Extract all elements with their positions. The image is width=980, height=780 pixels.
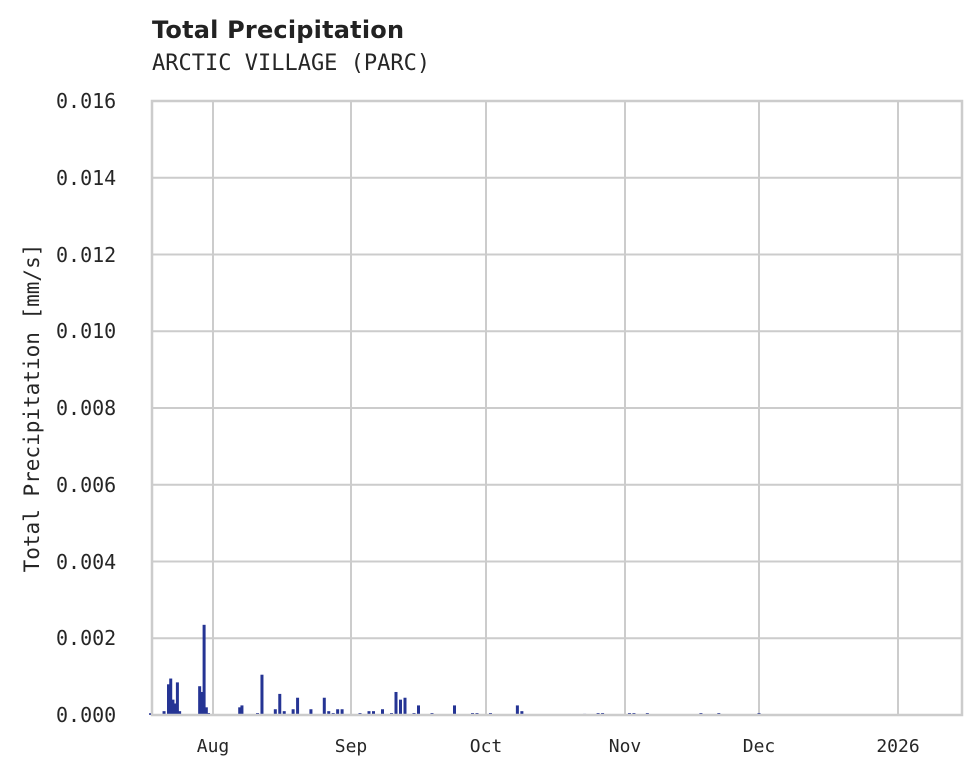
data-bar [336,709,340,715]
chart-subtitle: ARCTIC VILLAGE (PARC) [152,51,431,76]
data-bar [198,686,202,715]
data-bar [282,711,286,715]
data-bar [322,697,326,715]
y-tick-label: 0.012 [56,242,117,267]
y-tick-label: 0.004 [56,549,117,574]
x-tick-label: Oct [469,736,503,757]
data-bar [200,691,204,715]
data-bar [171,699,175,715]
data-bar [520,711,524,715]
data-bar [202,624,206,715]
data-bar [515,705,519,715]
data-bar [296,697,300,715]
data-bar [381,709,384,715]
data-bar [273,709,277,715]
data-bar [340,709,344,715]
data-bar [291,709,295,715]
y-tick-label: 0.008 [56,396,117,420]
data-bar [175,682,179,715]
x-tick-label: Dec [742,736,776,757]
y-tick-label: 0.002 [56,626,117,651]
plot-frame [150,99,964,717]
y-tick-label: 0.014 [56,165,117,190]
data-bar [367,711,371,715]
data-bar [309,709,313,715]
data-bar [240,705,244,715]
data-bar [178,711,182,715]
data-bar [173,703,177,715]
data-bar [372,711,375,715]
data-bar [169,678,173,715]
chart-title: Total Precipitation [152,16,405,44]
data-bar [399,699,402,715]
x-tick-label: Aug [196,736,230,757]
y-tick-label: 0.000 [56,703,117,727]
data-bar [327,711,331,715]
data-bar [278,693,282,715]
x-tick-label: 2026 [876,736,920,757]
y-tick-label: 0.016 [56,89,117,113]
x-tick-label: Sep [334,736,368,757]
x-tick-label: Nov [608,736,642,757]
y-tick-label: 0.010 [56,319,117,344]
data-bar [204,707,208,715]
data-bar [394,691,398,715]
data-bar [417,705,420,715]
data-bar [238,707,242,715]
data-bar [149,713,153,715]
data-bar [260,674,264,715]
y-tick-label: 0.006 [56,472,117,497]
data-bar [403,697,407,715]
data-bar [453,705,456,715]
data-bar [162,711,166,715]
data-bar [167,684,170,715]
